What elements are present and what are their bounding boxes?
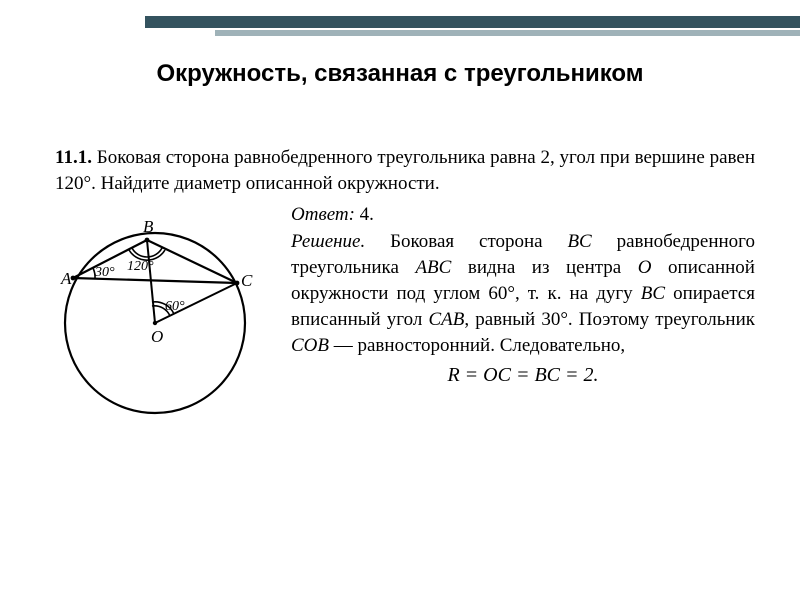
content: 11.1. Боковая сторона равнобедренного тр… bbox=[55, 145, 755, 428]
solution-label: Решение. bbox=[291, 231, 365, 252]
page-title: Окружность, связанная с треугольником bbox=[0, 60, 800, 88]
triangle-circle-diagram: A B C O 30° 120° 60° bbox=[55, 208, 265, 428]
solution-body: Решение. Боковая сторона BC равнобедренн… bbox=[291, 229, 755, 360]
problem-text: Боковая сторона равнобедренного треуголь… bbox=[55, 147, 755, 194]
label-A: A bbox=[60, 269, 72, 288]
label-C: C bbox=[241, 271, 253, 290]
body-row: A B C O 30° 120° 60° Ответ: 4. Решение. … bbox=[55, 202, 755, 428]
answer-label: Ответ: bbox=[291, 204, 355, 225]
angle-60: 60° bbox=[165, 299, 185, 314]
problem-number: 11.1. bbox=[55, 147, 92, 168]
angle-120: 120° bbox=[127, 259, 154, 274]
decor-bar-dark bbox=[145, 16, 800, 28]
label-B: B bbox=[143, 217, 154, 236]
figure: A B C O 30° 120° 60° bbox=[55, 202, 275, 428]
angle-30: 30° bbox=[94, 265, 115, 280]
decor-bar-light bbox=[215, 30, 800, 36]
solution-column: Ответ: 4. Решение. Боковая сторона BC ра… bbox=[291, 202, 755, 428]
label-O: O bbox=[151, 327, 163, 346]
answer-value: 4. bbox=[360, 204, 374, 225]
answer-line: Ответ: 4. bbox=[291, 202, 755, 228]
formula: R = OC = BC = 2. bbox=[291, 362, 755, 390]
problem-statement: 11.1. Боковая сторона равнобедренного тр… bbox=[55, 145, 755, 196]
